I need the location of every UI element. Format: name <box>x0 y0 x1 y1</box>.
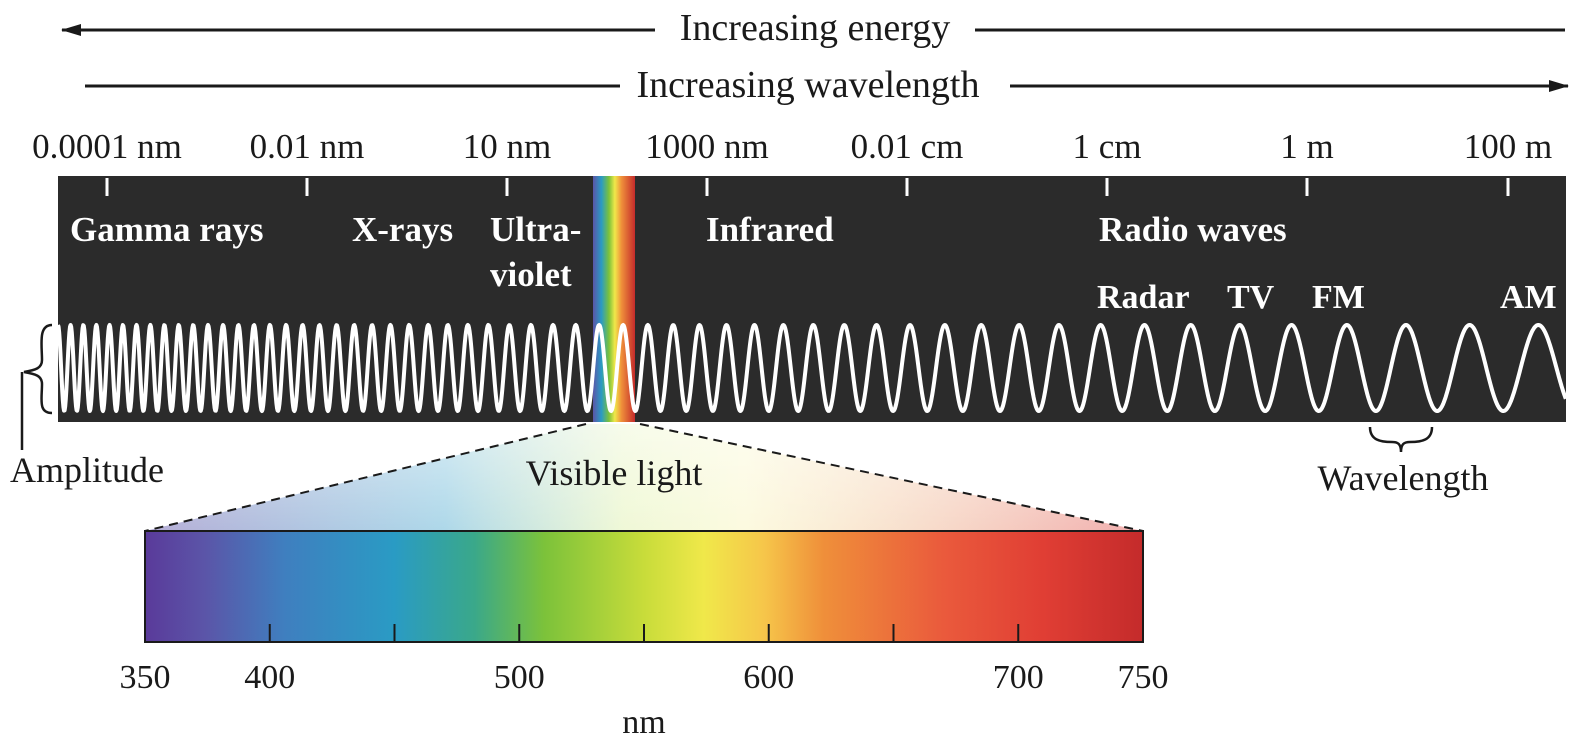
scale-label: 1 m <box>1280 127 1333 166</box>
x-rays-label: X-rays <box>352 210 453 249</box>
visible-scale-tick-label: 400 <box>244 659 295 696</box>
wavelength-scale: 0.0001 nm 0.01 nm 10 nm 1000 nm 0.01 cm … <box>32 127 1552 166</box>
am-label: AM <box>1500 279 1557 316</box>
amplitude-label: Amplitude <box>10 450 164 490</box>
band-labels: Gamma rays X-rays Ultra- violet Infrared… <box>70 210 1557 316</box>
visible-scale-tick-label: 600 <box>743 659 794 696</box>
visible-expansion <box>144 423 1144 532</box>
wave <box>56 323 1568 413</box>
visible-scale-tick-label: 500 <box>494 659 545 696</box>
wavelength-label: Wavelength <box>1317 458 1488 498</box>
wavelength-arrow: Increasing wavelength <box>85 64 1569 106</box>
radar-label: Radar <box>1097 279 1190 316</box>
fm-label: FM <box>1312 279 1365 316</box>
wavelength-brace <box>1368 426 1434 453</box>
visible-light-label: Visible light <box>526 453 703 493</box>
radio-waves-label: Radio waves <box>1099 210 1287 249</box>
visible-scale-tick-label: 350 <box>120 659 171 696</box>
visible-scale-labels: 350 400 500 600 700 750 <box>120 659 1169 696</box>
scale-label: 10 nm <box>463 127 551 166</box>
visible-unit-label: nm <box>622 704 665 741</box>
scale-label: 0.01 nm <box>250 127 365 166</box>
band-ticks <box>105 178 1510 196</box>
visible-scale-tick-label: 700 <box>993 659 1044 696</box>
energy-arrow: Increasing energy <box>61 7 1565 49</box>
scale-label: 1 cm <box>1072 127 1141 166</box>
scale-label: 0.0001 nm <box>32 127 182 166</box>
scale-label: 100 m <box>1464 127 1552 166</box>
energy-arrow-label: Increasing energy <box>680 7 950 49</box>
wavelength-arrow-label: Increasing wavelength <box>637 64 980 106</box>
amplitude-brace <box>20 323 53 450</box>
scale-label: 1000 nm <box>645 127 768 166</box>
infrared-label: Infrared <box>706 210 834 249</box>
scale-label: 0.01 cm <box>851 127 964 166</box>
ultraviolet-label-line1: Ultra- <box>490 210 581 249</box>
ultraviolet-label-line2: violet <box>490 255 572 294</box>
visible-spectrum-bar <box>144 530 1144 643</box>
gamma-rays-label: Gamma rays <box>70 210 263 249</box>
visible-scale-tick-label: 750 <box>1118 659 1169 696</box>
visible-scale-ticks <box>268 624 1020 642</box>
tv-label: TV <box>1227 279 1275 316</box>
